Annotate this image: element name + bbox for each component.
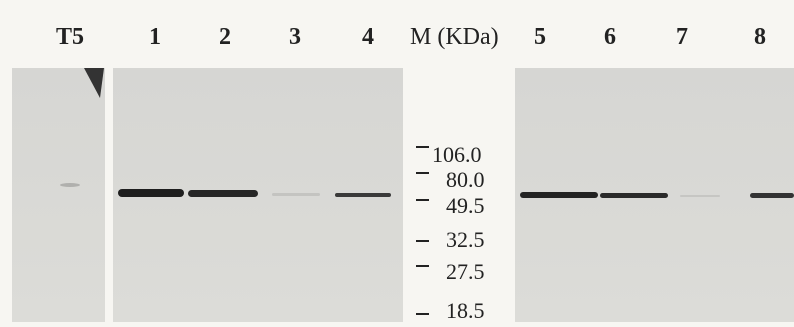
lane-label: 2 (219, 24, 231, 50)
marker-header: M (KDa) (410, 24, 499, 50)
lane-label: T5 (56, 24, 84, 50)
band (335, 193, 391, 197)
lane-label: 5 (534, 24, 546, 50)
blot-panel (12, 68, 105, 322)
lane-label: 4 (362, 24, 374, 50)
lane-label: 7 (676, 24, 688, 50)
marker-label: 106.0 (432, 142, 482, 167)
marker-dashes (416, 146, 429, 315)
blot-figure: M (KDa) T5 1 2 3 4 5 6 7 8 106.080.049.5 32.5 27.5 1… (0, 0, 794, 322)
marker-label: 80.0 (446, 167, 485, 192)
lane-label: 1 (149, 24, 161, 50)
marker-label: 49.5 (446, 193, 485, 218)
lane-label: 3 (289, 24, 301, 50)
band (600, 193, 668, 198)
marker-label: 32.5 (446, 227, 485, 252)
band (118, 189, 184, 197)
marker-label: 27.5 (446, 259, 485, 284)
marker-label: 18.5 (446, 298, 485, 322)
lane-label: 8 (754, 24, 766, 50)
band (680, 195, 720, 197)
lane-label: 6 (604, 24, 616, 50)
band (750, 193, 794, 198)
band (272, 193, 320, 196)
band (188, 190, 258, 197)
page: {"header": {"lanes": ["T5", "1", "2", "3… (0, 0, 794, 322)
band (60, 183, 80, 187)
band (520, 192, 598, 198)
